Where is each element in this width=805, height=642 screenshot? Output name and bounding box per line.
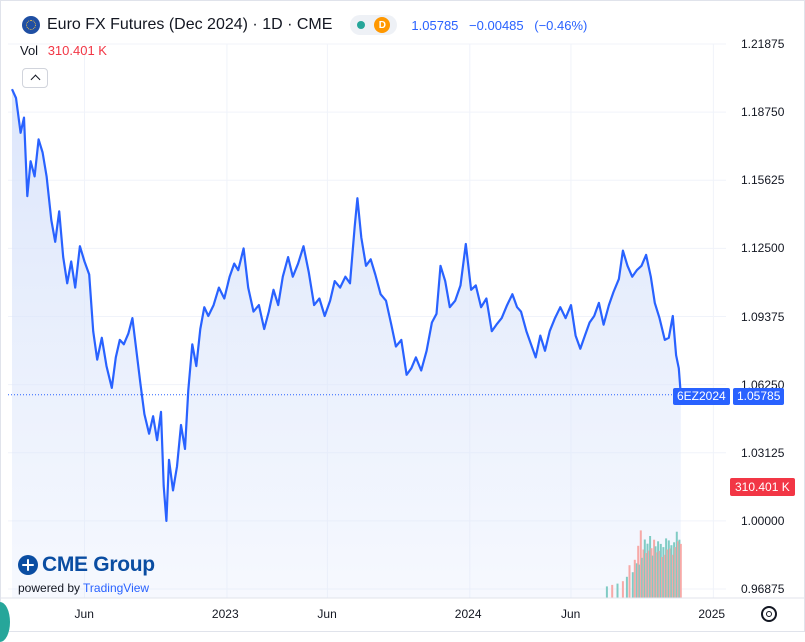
x-tick-label: 2025	[698, 607, 726, 621]
volume-bar	[670, 545, 673, 598]
x-tick-label: Jun	[560, 607, 581, 621]
y-tick-label: 1.00000	[741, 513, 785, 528]
collapse-legend-button[interactable]	[22, 68, 48, 88]
volume-bar	[625, 576, 628, 598]
tradingview-link[interactable]: TradingView	[83, 581, 150, 595]
volume-bar	[653, 539, 656, 598]
x-tick-label: Jun	[74, 607, 94, 621]
volume-bar	[647, 550, 650, 598]
price-change-percent: (−0.46%)	[534, 17, 588, 33]
volume-bar	[657, 541, 660, 598]
chart-header: Euro FX Futures (Dec 2024) · 1D · CME D …	[22, 14, 594, 36]
last-price: 1.05785	[411, 17, 459, 33]
chevron-up-icon	[30, 74, 40, 85]
status-pill[interactable]: D	[350, 15, 398, 35]
symbol-title[interactable]: Euro FX Futures (Dec 2024) · 1D · CME	[47, 16, 333, 33]
powered-by: powered by TradingView	[18, 581, 155, 595]
y-tick-label: 1.18750	[741, 105, 785, 120]
volume-bar	[674, 547, 677, 598]
brand-name: CME Group	[42, 553, 155, 576]
x-tick-label: 2023	[211, 607, 239, 621]
volume-bar	[645, 553, 648, 598]
volume-bar	[616, 583, 619, 598]
price-line	[10, 88, 682, 522]
volume-bar	[679, 543, 682, 598]
volume-bar	[642, 549, 645, 598]
volume-bar	[655, 552, 658, 598]
volume-bar	[631, 572, 634, 598]
y-tick-label: 1.03125	[741, 445, 785, 460]
volume-bar	[637, 545, 640, 598]
volume-bar	[665, 538, 668, 598]
volume-bar	[605, 586, 608, 598]
volume-bar	[643, 539, 646, 598]
last-price-tag: 1.05785	[733, 388, 785, 405]
market-open-dot-icon	[357, 21, 366, 29]
volume-bar	[641, 557, 644, 598]
volume-bar	[666, 549, 669, 598]
volume-bar	[663, 554, 666, 598]
volume-bar	[673, 542, 676, 598]
volume-value: 310.401 K	[47, 43, 107, 58]
volume-bar	[678, 539, 681, 598]
volume-bar	[677, 541, 680, 598]
volume-bar	[659, 543, 662, 598]
volume-bar	[675, 531, 678, 598]
corner-indicator-icon	[0, 602, 10, 642]
settings-gear-icon[interactable]	[761, 606, 777, 622]
y-tick-label: 0.96875	[741, 582, 785, 596]
cme-globe-icon	[22, 16, 40, 34]
volume-legend: Vol 310.401 K	[20, 43, 107, 58]
y-tick-label: 1.15625	[741, 173, 785, 188]
cme-tradingview-logo[interactable]: CME Group powered by TradingView	[18, 553, 155, 595]
volume-bar	[654, 546, 657, 598]
volume-bar	[658, 550, 661, 598]
price-change: −0.00485	[469, 17, 524, 33]
y-tick-label: 1.21875	[741, 37, 785, 51]
volume-bar	[633, 559, 636, 598]
x-tick-label: 2024	[454, 607, 482, 621]
cme-logo-icon	[18, 555, 38, 575]
volume-bar	[638, 564, 641, 598]
volume-bar	[649, 536, 652, 598]
y-tick-label: 1.09375	[741, 309, 785, 324]
volume-bar	[667, 540, 670, 598]
volume-bar	[611, 584, 614, 598]
powered-label: powered by	[18, 581, 81, 595]
symbol-price-tag: 6EZ2024	[673, 388, 730, 405]
y-tick-label: 1.12500	[741, 241, 785, 256]
delayed-data-icon: D	[374, 17, 391, 33]
volume-bar	[650, 548, 653, 598]
volume-bar	[669, 548, 672, 598]
volume-bar	[646, 543, 649, 598]
volume-bar	[662, 547, 665, 598]
volume-bar	[628, 565, 631, 598]
price-area	[12, 89, 681, 598]
volume-bar	[639, 530, 642, 598]
volume-bar	[621, 581, 624, 598]
volume-bar	[661, 557, 664, 598]
volume-label: Vol	[20, 43, 39, 58]
x-tick-label: Jun	[317, 607, 337, 621]
quote-readout: 1.05785 −0.00485 (−0.46%)	[411, 18, 594, 33]
volume-bar	[635, 563, 638, 598]
volume-bar	[671, 554, 674, 598]
volume-tag: 310.401 K	[730, 478, 795, 496]
volume-bar	[651, 555, 654, 598]
